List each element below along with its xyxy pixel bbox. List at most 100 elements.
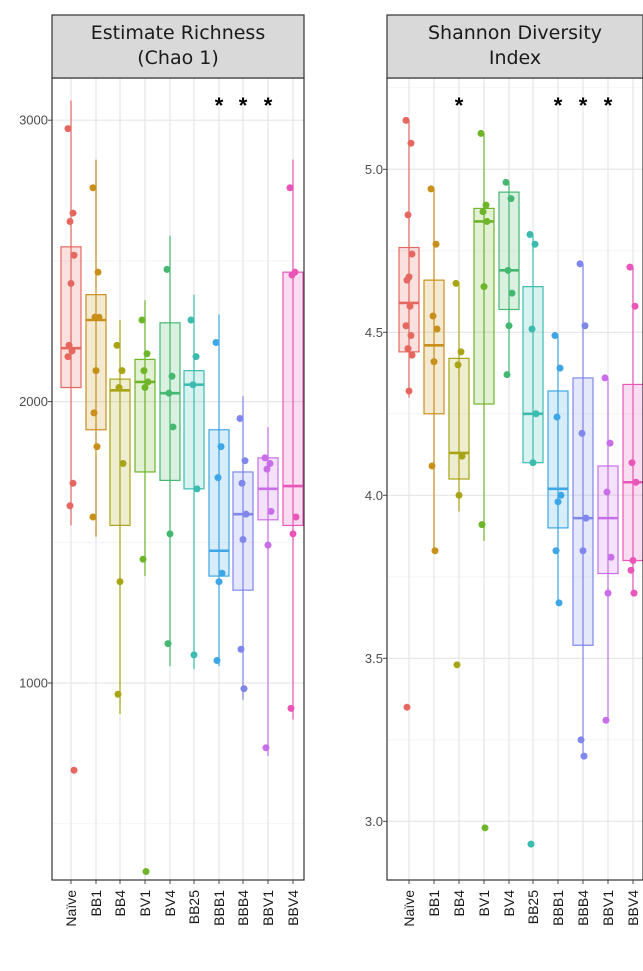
data-point	[114, 690, 122, 698]
box-group-bv1	[134, 300, 156, 876]
y-tick-label: 5.0	[365, 162, 383, 177]
data-point	[119, 460, 127, 468]
data-point	[603, 488, 611, 496]
data-point	[427, 185, 435, 193]
data-point	[480, 283, 488, 291]
facet-strip	[386, 14, 643, 79]
box-group-bbb1	[547, 332, 569, 607]
data-point	[218, 569, 226, 577]
data-point	[287, 704, 295, 712]
box-group-bbv1	[597, 374, 619, 724]
data-point	[187, 316, 195, 324]
box-group-bbb1	[208, 314, 230, 667]
box	[60, 246, 82, 389]
significance-star: *	[215, 93, 224, 118]
data-point	[402, 116, 410, 124]
data-point	[90, 409, 98, 417]
box	[282, 271, 304, 527]
category-label: BV1	[476, 890, 492, 917]
data-point	[65, 341, 73, 349]
box	[448, 357, 470, 480]
data-point	[189, 381, 197, 389]
box-group-naïve	[398, 116, 420, 711]
data-point	[66, 218, 74, 226]
data-point	[67, 279, 75, 287]
category-label: BV4	[501, 890, 517, 917]
data-point	[630, 589, 638, 597]
data-point	[165, 389, 173, 397]
data-point	[579, 547, 587, 555]
data-point	[215, 578, 223, 586]
category-label: Naïve	[63, 890, 79, 927]
panel-shannon: 3.0 3.5 4.0 4.5 5.0 Naïve BB1 * BB4 BV1 BV4 BB25 * BB…	[365, 14, 643, 927]
box	[423, 279, 445, 415]
box-group-bb4	[448, 279, 470, 669]
box-group-bv1	[473, 129, 495, 832]
significance-star: *	[579, 93, 588, 118]
data-point	[92, 367, 100, 375]
data-point	[529, 459, 537, 467]
data-point	[604, 589, 612, 597]
data-point	[403, 276, 411, 284]
data-point	[503, 371, 511, 379]
data-point	[433, 325, 441, 333]
box	[498, 191, 520, 311]
data-point	[504, 266, 512, 274]
data-point	[68, 347, 76, 355]
data-point	[241, 457, 249, 465]
y-tick-label: 3000	[19, 113, 48, 128]
plot-area	[52, 78, 304, 880]
data-point	[557, 491, 565, 499]
data-point	[431, 547, 439, 555]
box-group-bbv1	[257, 426, 279, 757]
data-point	[428, 462, 436, 470]
data-point	[580, 752, 588, 760]
data-point	[212, 339, 220, 347]
data-point	[69, 209, 77, 217]
data-point	[531, 240, 539, 248]
data-point	[143, 350, 151, 358]
data-point	[286, 184, 294, 192]
facet-title-line: Shannon Diversity	[428, 22, 602, 44]
data-point	[632, 478, 640, 486]
category-label: BB1	[88, 890, 104, 917]
data-point	[93, 443, 101, 451]
data-point	[169, 423, 177, 431]
data-point	[163, 265, 171, 273]
category-label: BBB4	[235, 890, 251, 926]
data-point	[140, 367, 148, 375]
box	[159, 322, 181, 482]
category-label: BB4	[112, 890, 128, 917]
data-point	[118, 367, 126, 375]
category-label: BBB1	[211, 890, 227, 926]
data-point	[582, 514, 590, 522]
data-point	[482, 201, 490, 209]
data-point	[430, 358, 438, 366]
data-point	[629, 557, 637, 565]
y-tick-label: 2000	[19, 394, 48, 409]
data-point	[239, 536, 247, 544]
data-point	[457, 348, 465, 356]
box-group-bb1	[85, 159, 107, 537]
box	[232, 471, 254, 591]
data-point	[94, 268, 102, 276]
data-point	[242, 510, 250, 518]
y-tick-label: 4.5	[365, 325, 383, 340]
y-tick-label: 4.0	[365, 488, 383, 503]
data-point	[505, 322, 513, 330]
data-point	[142, 868, 150, 876]
data-point	[95, 313, 103, 321]
data-point	[168, 372, 176, 380]
data-point	[193, 485, 201, 493]
data-point	[115, 384, 123, 392]
data-point	[116, 578, 124, 586]
category-label: Naïve	[401, 890, 417, 927]
data-point	[403, 703, 411, 711]
data-point	[292, 513, 300, 521]
data-point	[481, 824, 489, 832]
category-label: BV4	[162, 890, 178, 917]
plot-area	[387, 78, 643, 880]
category-label: BBV1	[600, 890, 616, 926]
y-tick-label: 3.5	[365, 651, 383, 666]
